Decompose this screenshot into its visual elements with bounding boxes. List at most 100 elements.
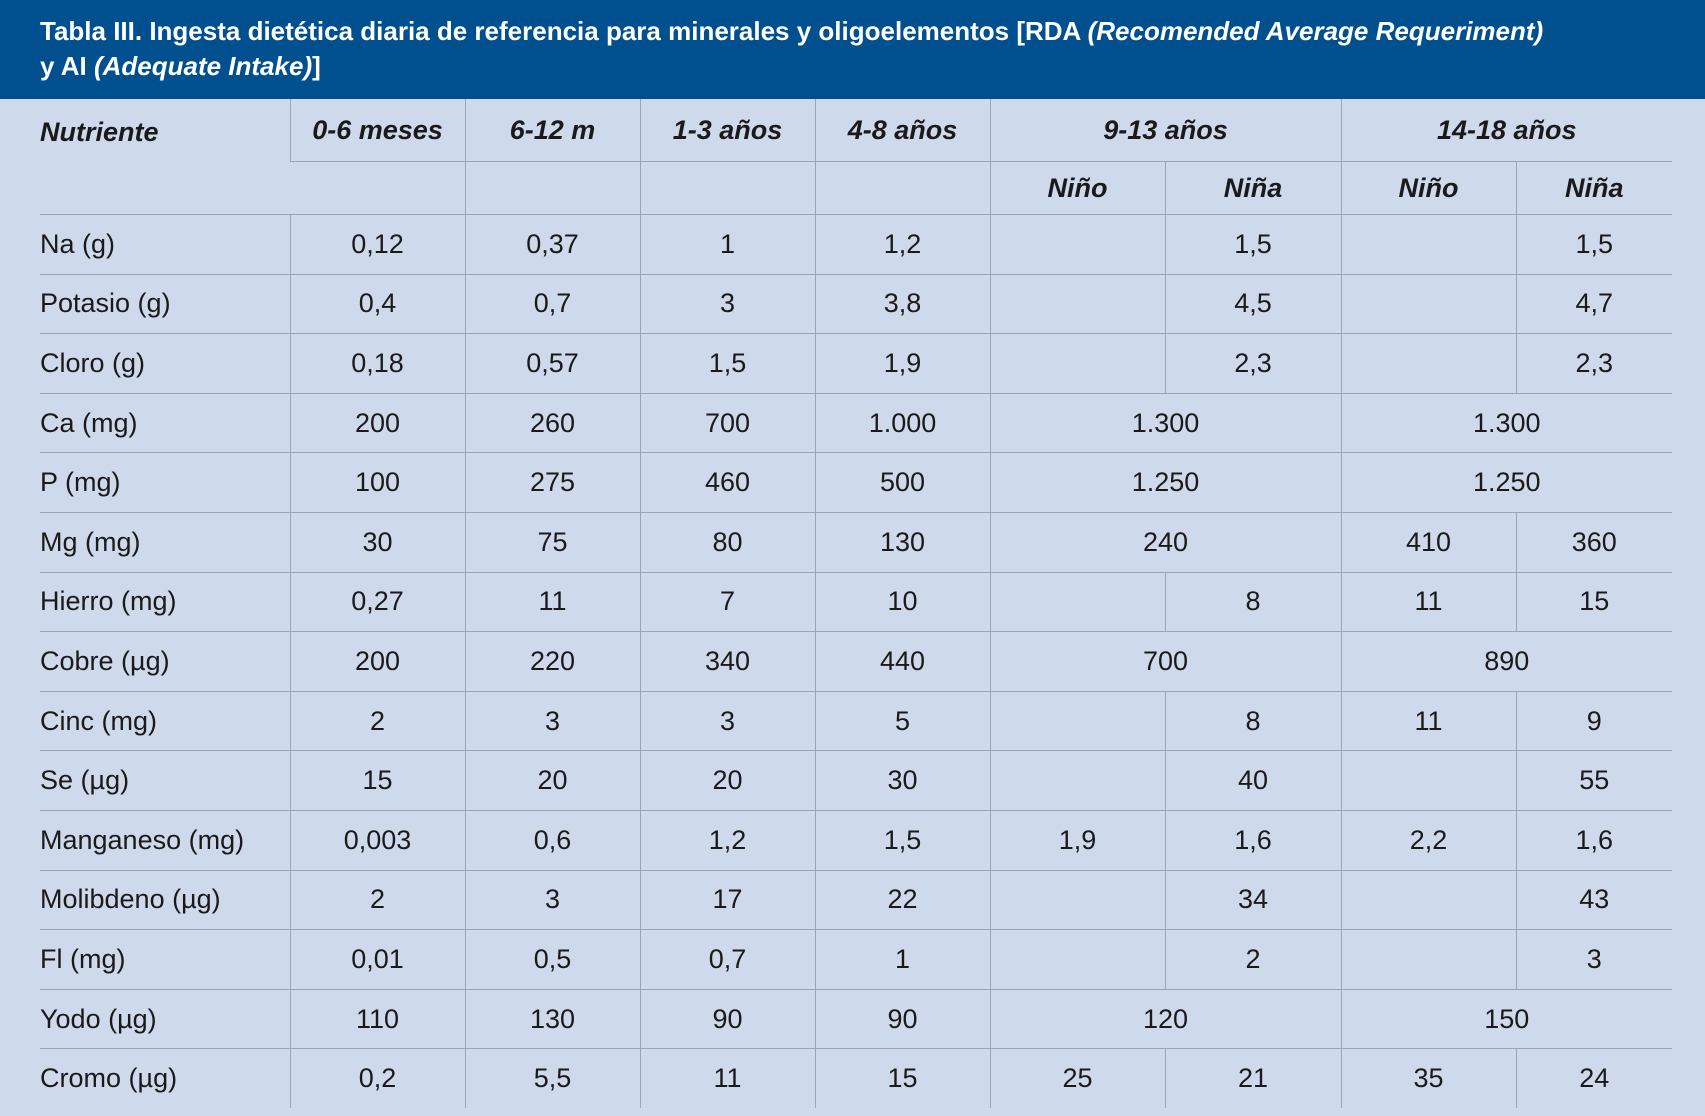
header-row-1: Nutriente 0-6 meses 6-12 m 1-3 años 4-8 … — [40, 99, 1673, 215]
cell-c3: 3 — [639, 274, 815, 335]
cell-d: 3 — [1515, 929, 1673, 990]
header-nino-14-18: Niño — [1340, 161, 1516, 215]
cell-d: 1,5 — [1515, 214, 1673, 275]
table-row: Hierro (mg) 0,27 11 7 10 8 11 15 — [40, 572, 1673, 633]
cell-c2: 220 — [464, 631, 640, 692]
cell-c — [1340, 929, 1516, 990]
title-rda-italic: (Recomended Average Requeriment) — [1087, 16, 1544, 46]
cell-a — [989, 274, 1165, 335]
cell-b: 2,3 — [1164, 333, 1341, 394]
table-title: Tabla III. Ingesta dietética diaria de r… — [0, 0, 1705, 99]
table-row: Ca (mg) 200 260 700 1.000 1.300 1.300 — [40, 393, 1673, 454]
cell-b: 4,5 — [1164, 274, 1341, 335]
cell-c4: 22 — [814, 870, 990, 931]
header-nina-14-18: Niña — [1515, 161, 1673, 215]
cell-b: 1,5 — [1164, 214, 1341, 275]
cell-c3: 80 — [639, 512, 815, 573]
table-row: Manganeso (mg) 0,003 0,6 1,2 1,5 1,9 1,6 2,2 1,6 — [40, 810, 1673, 871]
cell-c3: 11 — [639, 1048, 815, 1108]
cell-g1: 1.250 — [989, 452, 1341, 513]
table-row: Mg (mg) 30 75 80 130 240 410 360 — [40, 512, 1673, 573]
cell-name: Ca (mg) — [40, 393, 290, 454]
title-suffix: ] — [312, 51, 321, 81]
cell-c: 11 — [1340, 572, 1516, 633]
cell-c4: 440 — [814, 631, 990, 692]
cell-b: 2 — [1164, 929, 1341, 990]
cell-g1: 1.300 — [989, 393, 1341, 454]
cell-c2: 0,37 — [464, 214, 640, 275]
cell-d: 43 — [1515, 870, 1673, 931]
cell-c4: 30 — [814, 750, 990, 811]
header-1-3-anos: 1-3 años — [639, 99, 815, 162]
cell-name: Yodo (µg) — [40, 989, 290, 1050]
cell-b: 34 — [1164, 870, 1341, 931]
cell-name: Fl (mg) — [40, 929, 290, 990]
cell-b: 40 — [1164, 750, 1341, 811]
header-empty-4 — [814, 161, 990, 215]
header-empty-1 — [290, 161, 465, 215]
cell-c3: 20 — [639, 750, 815, 811]
cell-c1: 2 — [289, 691, 465, 752]
cell-c4: 1,9 — [814, 333, 990, 394]
cell-a — [989, 929, 1165, 990]
cell-c4: 1.000 — [814, 393, 990, 454]
header-nutriente: Nutriente — [40, 99, 290, 215]
header-6-12-m: 6-12 m — [464, 99, 640, 162]
header-empty-3 — [639, 161, 815, 215]
title-ai-italic: (Adequate Intake) — [93, 51, 313, 81]
cell-a — [989, 333, 1165, 394]
cell-c4: 3,8 — [814, 274, 990, 335]
title-prefix: Tabla III. Ingesta dietética diaria de r… — [40, 16, 1088, 46]
cell-c2: 3 — [464, 691, 640, 752]
cell-c1: 15 — [289, 750, 465, 811]
header-row-2: Niño Niña Niño Niña — [40, 161, 1673, 215]
cell-c1: 2 — [289, 870, 465, 931]
cell-c1: 0,2 — [289, 1048, 465, 1108]
header-14-18-anos: 14-18 años — [1340, 99, 1673, 162]
cell-c2: 0,7 — [464, 274, 640, 335]
cell-c4: 10 — [814, 572, 990, 633]
cell-c1: 100 — [289, 452, 465, 513]
cell-name: Mg (mg) — [40, 512, 290, 573]
table-row: Cobre (µg) 200 220 340 440 700 890 — [40, 631, 1673, 692]
table-container: Nutriente 0-6 meses 6-12 m 1-3 años 4-8 … — [0, 99, 1705, 1108]
table-row: Molibdeno (µg) 2 3 17 22 34 43 — [40, 870, 1673, 931]
cell-c2: 0,6 — [464, 810, 640, 871]
cell-c2: 0,57 — [464, 333, 640, 394]
cell-c4: 1,2 — [814, 214, 990, 275]
table-row: Se (µg) 15 20 20 30 40 55 — [40, 750, 1673, 811]
cell-c — [1340, 333, 1516, 394]
cell-c4: 1,5 — [814, 810, 990, 871]
cell-c4: 90 — [814, 989, 990, 1050]
cell-c2: 260 — [464, 393, 640, 454]
table-row: P (mg) 100 275 460 500 1.250 1.250 — [40, 452, 1673, 513]
table-row: Yodo (µg) 110 130 90 90 120 150 — [40, 989, 1673, 1050]
cell-a: 1,9 — [989, 810, 1165, 871]
cell-c — [1340, 870, 1516, 931]
cell-name: Cromo (µg) — [40, 1063, 178, 1094]
cell-a — [989, 750, 1165, 811]
cell-name: Hierro (mg) — [40, 572, 290, 633]
cell-d: 15 — [1515, 572, 1673, 633]
header-4-8-anos: 4-8 años — [814, 99, 990, 162]
cell-c1: 200 — [289, 393, 465, 454]
cell-name: P (mg) — [40, 452, 290, 513]
header-nina-9-13: Niña — [1164, 161, 1341, 215]
cell-b: 21 — [1164, 1048, 1341, 1108]
cell-d: 1,6 — [1515, 810, 1673, 871]
cell-d: 360 — [1515, 512, 1673, 573]
cell-c: 410 — [1340, 512, 1516, 573]
cell-d: 9 — [1515, 691, 1673, 752]
cell-c3: 17 — [639, 870, 815, 931]
cell-name: Manganeso (mg) — [40, 810, 290, 871]
cell-c3: 340 — [639, 631, 815, 692]
cell-c — [1340, 750, 1516, 811]
cell-c3: 1,5 — [639, 333, 815, 394]
cell-c2: 0,5 — [464, 929, 640, 990]
cell-c3: 700 — [639, 393, 815, 454]
header-nino-9-13: Niño — [989, 161, 1165, 215]
cell-a — [989, 214, 1165, 275]
cell-c3: 1 — [639, 214, 815, 275]
table-row: Cromo (µg) 0,2 5,5 11 15 25 21 35 24 — [40, 1048, 1673, 1108]
cell-c3: 460 — [639, 452, 815, 513]
